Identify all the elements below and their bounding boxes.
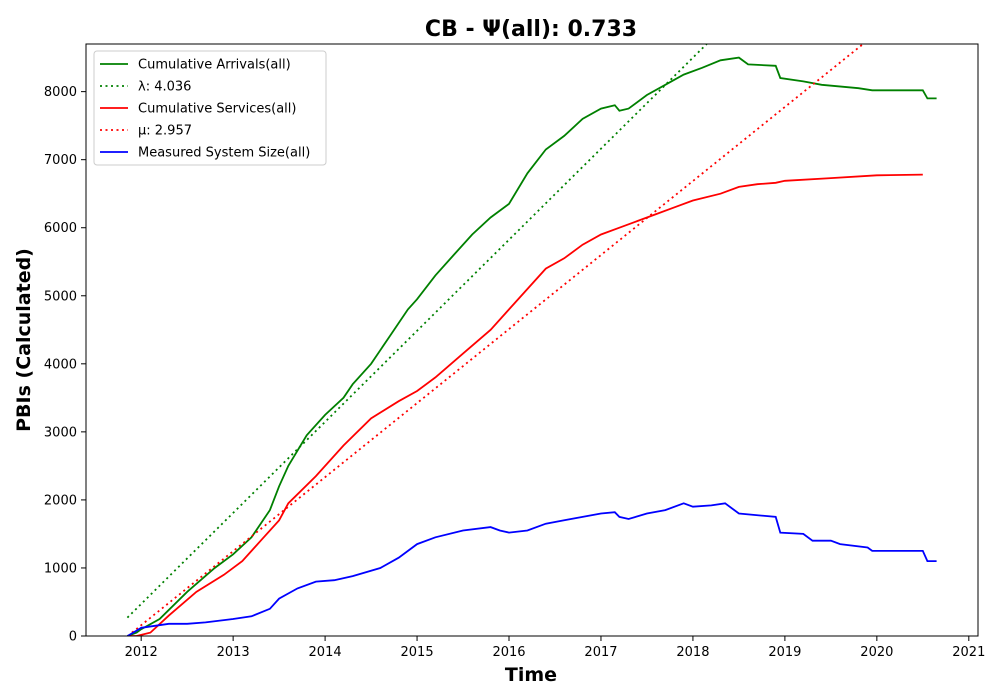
y-tick-label: 6000 — [44, 221, 77, 236]
y-tick-label: 1000 — [44, 561, 77, 576]
x-tick-label: 2016 — [492, 645, 525, 660]
series-layer — [126, 44, 937, 636]
series-line-4 — [126, 502, 937, 636]
x-tick-label: 2021 — [952, 645, 985, 660]
legend-label-3: μ: 2.957 — [138, 124, 192, 139]
y-axis-label: PBIs (Calculated) — [13, 248, 35, 432]
x-tick-label: 2014 — [309, 645, 342, 660]
x-axis-label: Time — [505, 664, 557, 686]
y-tick-label: 2000 — [44, 493, 77, 508]
legend-label-2: Cumulative Services(all) — [138, 102, 296, 117]
series-line-3 — [131, 44, 864, 634]
x-tick-label: 2012 — [125, 645, 158, 660]
chart-title: CB - Ψ(all): 0.733 — [425, 17, 637, 42]
series-line-0 — [127, 56, 937, 636]
x-tick-label: 2017 — [584, 645, 617, 660]
axes-layer: 2012 2013 2014 2015 2016 2017 2018 2019 2020 2021… — [44, 43, 985, 660]
y-tick-label: 5000 — [44, 289, 77, 304]
x-tick-label: 2019 — [768, 645, 801, 660]
y-tick-label: 8000 — [44, 85, 77, 100]
series-line-2 — [127, 173, 923, 636]
y-tick-label: 4000 — [44, 357, 77, 372]
y-tick-label: 7000 — [44, 153, 77, 168]
x-tick-label: 2015 — [401, 645, 434, 660]
x-tick-label: 2020 — [860, 645, 893, 660]
plot-frame — [85, 43, 979, 637]
series-line-1 — [126, 44, 708, 619]
legend: Cumulative Arrivals(all) λ: 4.036 Cumulati… — [93, 50, 327, 166]
legend-label-0: Cumulative Arrivals(all) — [138, 58, 291, 73]
legend-box — [93, 50, 327, 166]
x-tick-label: 2013 — [217, 645, 250, 660]
x-tick-label: 2018 — [676, 645, 709, 660]
legend-label-1: λ: 4.036 — [138, 80, 191, 95]
y-tick-label: 0 — [69, 630, 77, 645]
y-tick-label: 3000 — [44, 425, 77, 440]
legend-label-4: Measured System Size(all) — [138, 146, 310, 161]
